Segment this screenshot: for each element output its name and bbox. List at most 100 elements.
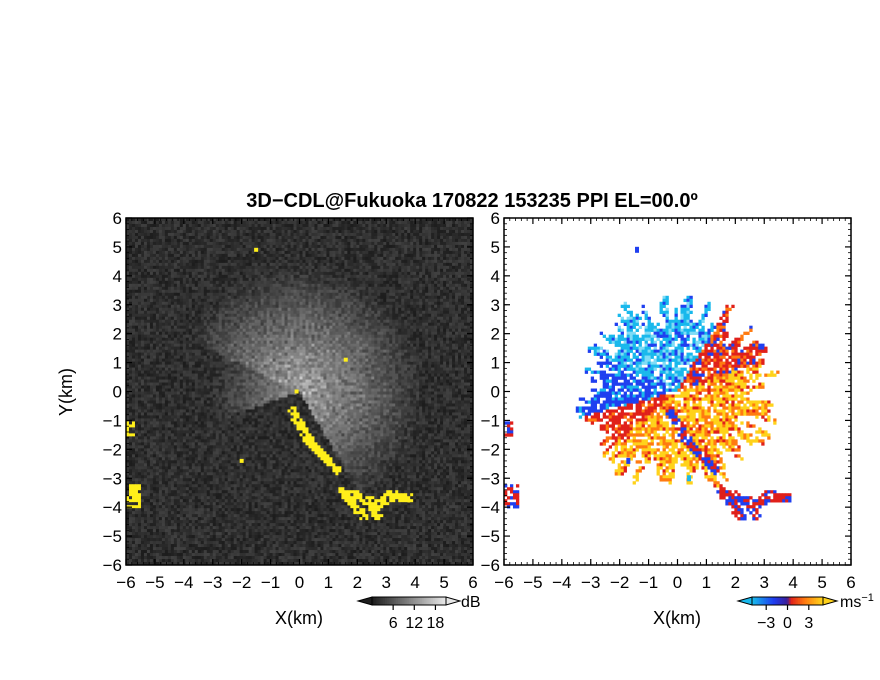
reflectivity-cell <box>395 280 399 285</box>
reflectivity-cell <box>458 304 462 309</box>
reflectivity-cell <box>248 346 252 350</box>
reflectivity-cell <box>233 334 237 338</box>
reflectivity-cell <box>188 244 193 249</box>
reflectivity-cell <box>338 277 342 282</box>
reflectivity-cell <box>248 307 252 312</box>
reflectivity-cell <box>251 292 255 297</box>
reflectivity-cell <box>126 286 130 291</box>
reflectivity-cell <box>296 232 300 237</box>
reflectivity-cell <box>230 325 234 329</box>
reflectivity-cell <box>164 265 169 270</box>
reflectivity-cell <box>311 289 315 294</box>
reflectivity-cell <box>350 250 354 255</box>
reflectivity-cell <box>191 346 196 350</box>
reflectivity-cell <box>215 346 220 350</box>
reflectivity-cell <box>296 223 300 228</box>
reflectivity-cell <box>422 280 426 285</box>
reflectivity-cell <box>383 262 387 267</box>
reflectivity-cell <box>209 226 214 231</box>
reflectivity-cell <box>302 289 306 294</box>
reflectivity-cell <box>164 244 169 249</box>
reflectivity-cell <box>293 346 297 350</box>
reflectivity-cell <box>338 310 342 315</box>
reflectivity-cell <box>275 229 279 234</box>
reflectivity-cell <box>356 292 360 297</box>
reflectivity-cell <box>353 220 357 225</box>
reflectivity-cell <box>215 265 220 270</box>
reflectivity-cell <box>368 343 372 347</box>
reflectivity-cell <box>338 295 342 300</box>
reflectivity-cell <box>200 280 205 285</box>
reflectivity-cell <box>248 247 252 252</box>
reflectivity-cell <box>380 265 384 270</box>
reflectivity-cell <box>236 310 240 315</box>
reflectivity-cell <box>464 218 468 222</box>
reflectivity-cell <box>296 328 300 332</box>
reflectivity-cell <box>317 310 321 315</box>
reflectivity-cell <box>440 295 444 300</box>
reflectivity-cell <box>134 253 139 258</box>
reflectivity-cell <box>434 259 438 264</box>
reflectivity-cell <box>200 328 205 332</box>
reflectivity-cell <box>455 238 459 243</box>
reflectivity-cell <box>407 304 411 309</box>
reflectivity-cell <box>326 274 330 279</box>
reflectivity-cell <box>317 292 321 297</box>
reflectivity-cell <box>350 259 354 264</box>
reflectivity-cell <box>251 313 255 318</box>
reflectivity-cell <box>395 226 399 231</box>
reflectivity-cell <box>470 241 474 246</box>
reflectivity-cell <box>398 259 402 264</box>
reflectivity-cell <box>191 292 196 297</box>
reflectivity-cell <box>155 301 160 306</box>
reflectivity-cell <box>227 319 231 323</box>
reflectivity-cell <box>146 322 151 326</box>
reflectivity-cell <box>224 274 229 279</box>
reflectivity-cell <box>188 259 193 264</box>
reflectivity-cell <box>245 235 249 240</box>
reflectivity-cell <box>152 229 157 234</box>
reflectivity-cell <box>470 271 474 276</box>
reflectivity-cell <box>230 256 234 261</box>
reflectivity-cell <box>266 280 270 285</box>
reflectivity-cell <box>203 223 208 228</box>
reflectivity-cell <box>461 271 465 276</box>
reflectivity-cell <box>299 322 303 326</box>
reflectivity-cell <box>350 301 354 306</box>
reflectivity-cell <box>392 238 396 243</box>
reflectivity-cell <box>416 334 420 338</box>
reflectivity-cell <box>359 271 363 276</box>
reflectivity-cell <box>233 340 237 344</box>
reflectivity-cell <box>413 241 417 246</box>
reflectivity-cell <box>458 343 462 347</box>
reflectivity-cell <box>167 286 172 291</box>
reflectivity-cell <box>356 346 360 350</box>
reflectivity-cell <box>218 340 223 344</box>
reflectivity-cell <box>455 322 459 326</box>
reflectivity-cell <box>311 235 315 240</box>
reflectivity-cell <box>359 313 363 318</box>
reflectivity-cell <box>227 262 231 267</box>
reflectivity-cell <box>200 322 205 326</box>
reflectivity-cell <box>320 304 324 309</box>
reflectivity-cell <box>329 244 333 249</box>
reflectivity-cell <box>272 316 276 321</box>
reflectivity-cell <box>395 319 399 323</box>
reflectivity-cell <box>272 319 276 323</box>
reflectivity-cell <box>332 328 336 332</box>
reflectivity-cell <box>347 307 351 312</box>
reflectivity-cell <box>329 313 333 318</box>
reflectivity-cell <box>413 232 417 237</box>
reflectivity-cell <box>146 298 151 303</box>
reflectivity-cell <box>155 235 160 240</box>
reflectivity-cell <box>126 235 130 240</box>
reflectivity-cell <box>329 289 333 294</box>
reflectivity-cell <box>410 277 414 282</box>
reflectivity-cell <box>260 232 264 237</box>
reflectivity-cell <box>275 307 279 312</box>
reflectivity-cell <box>317 286 321 291</box>
reflectivity-cell <box>452 316 456 321</box>
reflectivity-cell <box>347 337 351 341</box>
reflectivity-cell <box>126 328 130 332</box>
reflectivity-cell <box>422 346 426 350</box>
